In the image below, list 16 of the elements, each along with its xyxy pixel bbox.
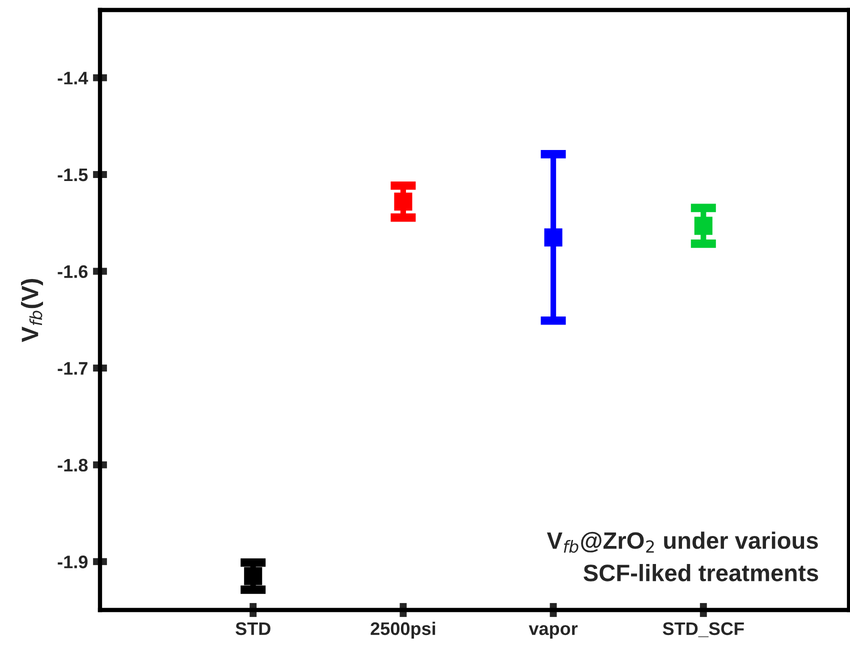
point [394, 192, 412, 211]
y-tick-label: -1.7 [58, 362, 88, 375]
x-tick-label: STD_SCF [662, 622, 744, 638]
annotation: V$_{fb}$@ZrO$_{2}$ under various SCF-liked treatments [546, 532, 818, 582]
y-tick-label: -1.4 [58, 72, 88, 84]
point [244, 567, 262, 586]
y-tick-label: -1.5 [58, 168, 88, 182]
point [544, 228, 562, 246]
x-tick-label: 2500psi [370, 622, 436, 639]
y-axis-title: V$_{fb}$(V) [21, 279, 44, 342]
y-tick-label: -1.9 [58, 556, 88, 568]
y-tick-label: -1.6 [58, 265, 88, 278]
point [694, 216, 712, 235]
x-tick-label: STD [236, 622, 270, 636]
x-tick-label: vapor [528, 625, 578, 639]
y-tick-label: -1.8 [58, 458, 88, 472]
